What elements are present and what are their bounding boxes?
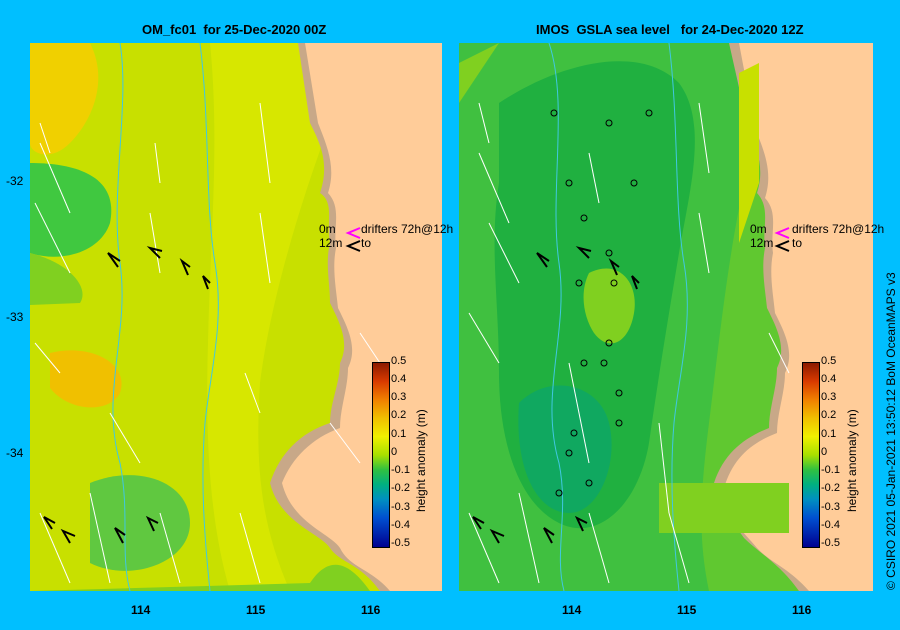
left-cb-tick: -0.2 bbox=[391, 482, 410, 494]
right-lon-label-114: 114 bbox=[562, 603, 582, 617]
right-drifter-tracks bbox=[472, 246, 640, 544]
left-cb-tick: 0 bbox=[391, 446, 398, 458]
right-legend-depth-12m: 12m bbox=[750, 236, 774, 250]
left-current-arrows bbox=[34, 102, 381, 584]
right-colorbar bbox=[802, 362, 820, 548]
left-legend-to-text: to bbox=[361, 236, 372, 250]
left-drifter-legend bbox=[345, 227, 361, 252]
right-cb-tick: 0.3 bbox=[821, 391, 837, 403]
right-legend-to-text: to bbox=[792, 236, 803, 250]
left-panel-title: OM_fc01 for 25-Dec-2020 00Z bbox=[142, 22, 327, 37]
left-colorbar-label: height anomaly (m) bbox=[414, 409, 428, 512]
copyright-credit: © CSIRO 2021 05-Jan-2021 13:50:12 BoM Oc… bbox=[884, 272, 898, 590]
lat-label-34: -34 bbox=[6, 446, 24, 460]
left-legend-depth-12m: 12m bbox=[319, 236, 343, 250]
left-cb-tick: 0.1 bbox=[391, 428, 407, 440]
right-cb-tick: 0.1 bbox=[821, 428, 837, 440]
right-cb-tick: -0.4 bbox=[821, 519, 840, 531]
left-cb-tick: -0.1 bbox=[391, 464, 410, 476]
left-cb-tick: -0.5 bbox=[391, 537, 410, 549]
left-lon-label-115: 115 bbox=[246, 603, 266, 617]
left-cb-tick: 0.4 bbox=[391, 373, 407, 385]
right-current-arrows bbox=[468, 102, 790, 584]
left-legend-drifters-text: drifters 72h@12h bbox=[361, 222, 454, 236]
right-observation-circles bbox=[550, 109, 653, 497]
left-cb-tick: 0.3 bbox=[391, 391, 407, 403]
right-cb-tick: -0.5 bbox=[821, 537, 840, 549]
right-cb-tick: 0.5 bbox=[821, 355, 837, 367]
left-cb-tick: 0.5 bbox=[391, 355, 407, 367]
right-legend-depth-0m: 0m bbox=[750, 222, 767, 236]
right-cb-tick: 0.2 bbox=[821, 409, 837, 421]
right-cb-tick: 0 bbox=[821, 446, 828, 458]
right-lon-label-116: 116 bbox=[792, 603, 812, 617]
left-drifter-tracks bbox=[43, 246, 211, 544]
right-lon-label-115: 115 bbox=[677, 603, 697, 617]
right-cb-tick: -0.3 bbox=[821, 501, 840, 513]
left-map-svg bbox=[30, 43, 442, 591]
left-cb-tick: 0.2 bbox=[391, 409, 407, 421]
right-cb-tick: -0.2 bbox=[821, 482, 840, 494]
left-cb-tick: -0.3 bbox=[391, 501, 410, 513]
right-panel-title: IMOS GSLA sea level for 24-Dec-2020 12Z bbox=[536, 22, 804, 37]
lat-label-33: -33 bbox=[6, 310, 24, 324]
right-cb-tick: -0.1 bbox=[821, 464, 840, 476]
left-map-panel[interactable] bbox=[30, 43, 442, 591]
right-cb-tick: 0.4 bbox=[821, 373, 837, 385]
left-lon-label-116: 116 bbox=[361, 603, 381, 617]
left-lon-label-114: 114 bbox=[131, 603, 151, 617]
left-cb-tick: -0.4 bbox=[391, 519, 410, 531]
right-colorbar-label: height anomaly (m) bbox=[845, 409, 859, 512]
left-colorbar bbox=[372, 362, 390, 548]
right-drifter-legend bbox=[774, 227, 790, 252]
right-legend-drifters-text: drifters 72h@12h bbox=[792, 222, 885, 236]
lat-label-32: -32 bbox=[6, 174, 24, 188]
left-legend-depth-0m: 0m bbox=[319, 222, 336, 236]
